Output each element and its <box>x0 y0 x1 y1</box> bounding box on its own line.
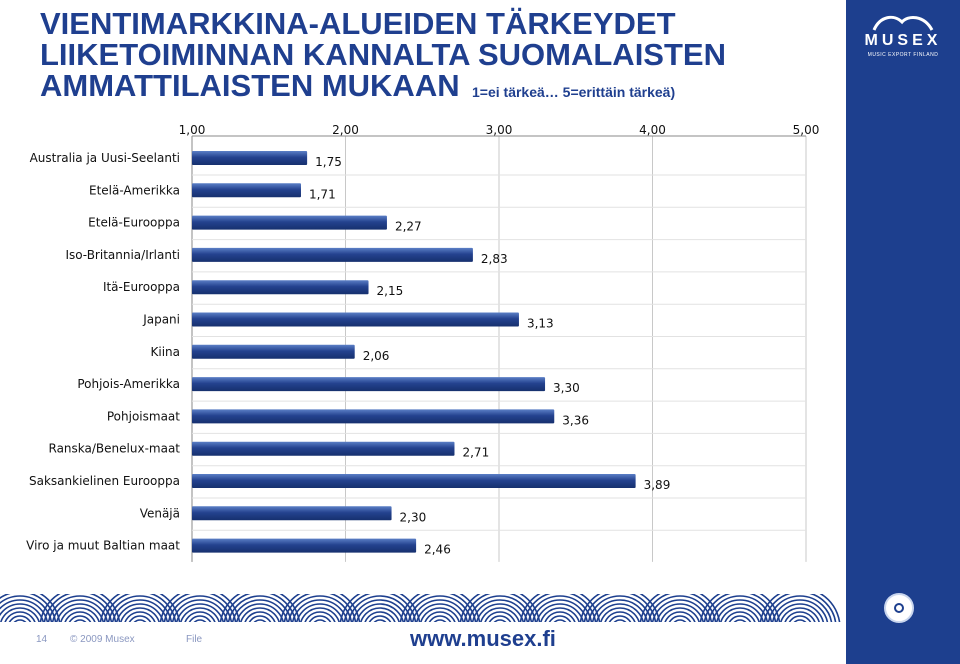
bar <box>192 183 301 198</box>
target-ring-icon <box>884 593 914 623</box>
category-label: Ranska/Benelux-maat <box>49 442 181 456</box>
brand-logo: MUSEX <box>864 32 942 49</box>
category-label: Japani <box>142 313 180 327</box>
brand-tagline: MUSIC EXPORT FINLAND <box>867 52 939 58</box>
bar <box>192 474 636 488</box>
bar <box>192 441 455 456</box>
bar <box>192 151 308 165</box>
data-label: 2,71 <box>462 446 489 460</box>
category-label: Saksankielinen Eurooppa <box>29 474 180 488</box>
bar <box>192 538 417 553</box>
page-title: VIENTIMARKKINA-ALUEIDEN TÄRKEYDET LIIKET… <box>40 8 820 101</box>
data-label: 2,15 <box>377 284 404 298</box>
data-label: 2,30 <box>400 510 427 524</box>
data-label: 3,13 <box>527 317 554 331</box>
category-label: Pohjois-Amerikka <box>77 377 180 391</box>
bar <box>192 312 519 327</box>
tick-label: 5,00 <box>793 123 820 137</box>
category-label: Kiina <box>151 345 181 359</box>
category-label: Itä-Eurooppa <box>103 280 180 294</box>
data-label: 2,06 <box>363 349 390 363</box>
logo-arc-icon <box>872 15 934 31</box>
bar <box>192 280 369 295</box>
category-label: Etelä-Amerikka <box>89 183 180 197</box>
website-url: www.musex.fi <box>410 626 556 651</box>
data-label: 3,30 <box>553 381 580 395</box>
brand-panel: MUSEX MUSIC EXPORT FINLAND <box>846 0 960 664</box>
data-label: 2,27 <box>395 220 422 234</box>
bar <box>192 247 473 262</box>
data-label: 2,46 <box>424 543 451 557</box>
data-label: 1,75 <box>315 155 342 169</box>
file-label: File <box>186 634 203 645</box>
title-line-3: AMMATTILAISTEN MUKAAN <box>40 68 460 103</box>
bar <box>192 377 546 392</box>
page-number: 14 <box>36 634 48 645</box>
tick-label: 2,00 <box>332 123 359 137</box>
category-label: Pohjoismaat <box>107 409 180 423</box>
data-label: 1,71 <box>309 187 336 201</box>
bar <box>192 409 555 424</box>
copyright: © 2009 Musex <box>70 634 135 645</box>
bar <box>192 506 392 521</box>
bar-chart: 1,00 2,00 3,00 4,00 5,00 Australia ja Uusi-Se… <box>26 123 820 562</box>
data-label: 3,36 <box>562 413 589 427</box>
category-label: Viro ja muut Baltian maat <box>26 539 180 553</box>
bar <box>192 344 355 359</box>
tick-label: 3,00 <box>486 123 513 137</box>
data-label: 3,89 <box>644 478 671 492</box>
scale-note: 1=ei tärkeä… 5=erittäin tärkeä) <box>472 84 676 100</box>
title-line-2: LIIKETOIMINNAN KANNALTA SUOMALAISTEN <box>40 37 726 72</box>
category-label: Etelä-Eurooppa <box>88 216 180 230</box>
category-label: Iso-Britannia/Irlanti <box>65 248 180 262</box>
title-line-1: VIENTIMARKKINA-ALUEIDEN TÄRKEYDET <box>40 6 676 41</box>
data-label: 2,83 <box>481 252 508 266</box>
category-label: Venäjä <box>140 506 180 520</box>
tick-label: 4,00 <box>639 123 666 137</box>
wave-decoration <box>0 594 841 622</box>
tick-label: 1,00 <box>179 123 206 137</box>
bar <box>192 215 387 230</box>
category-label: Australia ja Uusi-Seelanti <box>30 151 180 165</box>
